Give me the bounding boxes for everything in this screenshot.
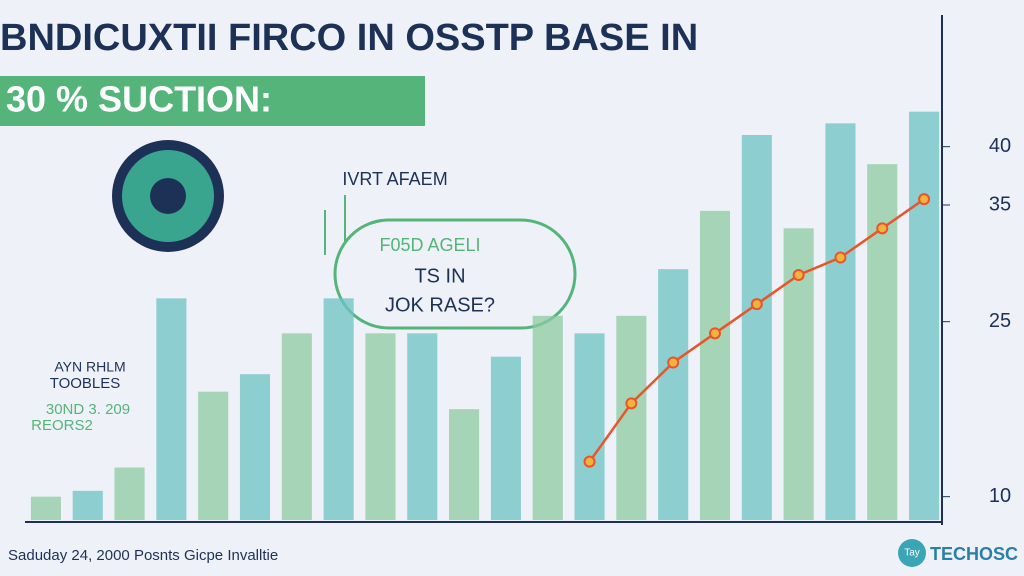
logo-text: Tay (904, 548, 920, 559)
bar (365, 333, 396, 520)
bar (407, 333, 438, 520)
side-note: AYN RHLM (54, 359, 125, 375)
y-tick-label: 40 (989, 135, 1011, 157)
bar (72, 490, 103, 520)
bar (114, 467, 145, 520)
brand: TECHOSC (930, 544, 1018, 564)
annotation: IVRT AFAEM (342, 169, 447, 189)
side-note: 30ND 3. 209 (46, 401, 130, 418)
subtitle: 30 % SUCTION: (6, 79, 272, 120)
bar (574, 333, 605, 520)
y-tick-label: 10 (989, 485, 1011, 507)
badge-core (150, 178, 186, 214)
bar (909, 111, 940, 521)
bar (699, 210, 731, 521)
footer: Saduday 24, 2000 Posnts Gicpe Invalltie (8, 547, 278, 564)
bar (741, 135, 772, 520)
bar (825, 123, 856, 520)
bar (532, 315, 563, 520)
bar (281, 333, 312, 520)
y-tick-label: 25 (989, 310, 1011, 332)
bar (323, 298, 354, 520)
point (876, 222, 889, 235)
bar (156, 298, 187, 520)
bar (198, 391, 229, 520)
bar (490, 356, 521, 520)
point (750, 298, 763, 311)
bar (30, 496, 61, 520)
y-tick-label: 35 (989, 193, 1011, 215)
point (709, 327, 721, 340)
point (834, 251, 847, 264)
title: BNDICUXTII FIRCO IN OSSTP BASE IN (0, 17, 698, 59)
bubble-text: TS IN (414, 265, 465, 287)
point (583, 455, 596, 468)
side-note: TOOBLES (50, 375, 121, 392)
bar (658, 269, 689, 520)
side-note: REORS2 (31, 417, 93, 434)
bubble-text: JOK RASE? (385, 294, 495, 316)
point (792, 269, 805, 281)
point (918, 193, 931, 206)
banner (0, 76, 425, 126)
bar (239, 374, 271, 520)
bubble (333, 218, 577, 330)
bar (449, 409, 480, 520)
logo (898, 539, 926, 567)
bar (867, 164, 898, 520)
point (667, 356, 680, 369)
bubble-label: F05D AGELI (379, 235, 480, 255)
point (625, 397, 638, 410)
